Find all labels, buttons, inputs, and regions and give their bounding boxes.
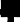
Text: 10: 10 — [13, 0, 20, 20]
Text: Fig. 1: Fig. 1 — [0, 2, 20, 22]
